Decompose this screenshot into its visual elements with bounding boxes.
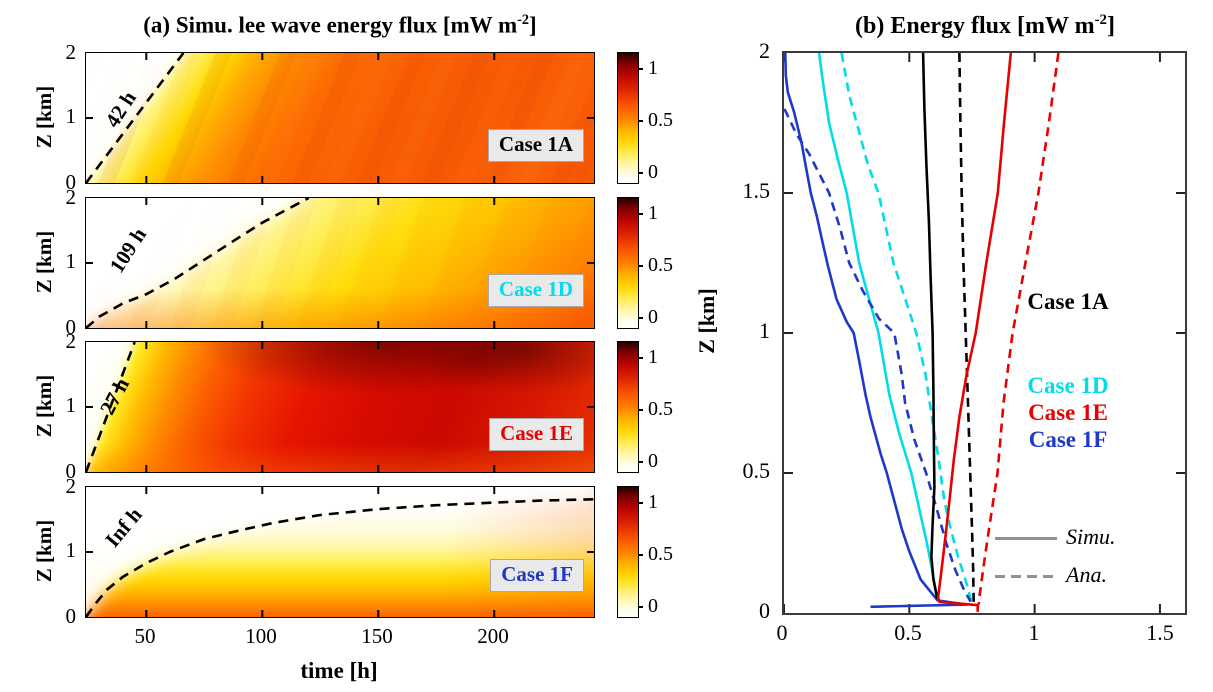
colorbar-1A-tick-05 (638, 120, 643, 122)
legend-case-1A: Case 1A (1027, 289, 1109, 314)
panel-a-title-close: ] (529, 12, 537, 38)
heatmap-1E-overlay (86, 342, 594, 472)
panel-b-title-sup: -2 (1094, 12, 1107, 28)
colorbar-1F (617, 486, 639, 618)
a2-ytick-2: 2 (65, 185, 77, 209)
a-xtick-50: 50 (134, 624, 156, 648)
legend-simu-label: Simu. (1066, 524, 1116, 549)
colorbar-1D-tick-0 (638, 317, 643, 319)
colorbar-1D (617, 197, 639, 329)
colorbar-1A-label-1: 1 (648, 57, 658, 79)
case-1F-badge: Case 1F (490, 559, 584, 592)
a1-ylabel: Z [km] (32, 85, 56, 149)
a2-ylabel: Z [km] (32, 230, 56, 294)
case-1A-badge: Case 1A (487, 129, 584, 162)
b-xtick-05: 0.5 (894, 620, 922, 645)
panel-b-lines (783, 52, 1185, 613)
panel-a-title: (a) Simu. lee wave energy flux [mW m-2] (60, 12, 620, 39)
legend-case-1E: Case 1E (1028, 400, 1108, 425)
colorbar-1A-label-0: 0 (648, 161, 658, 183)
case-1D-badge: Case 1D (487, 274, 584, 307)
a3-ytick-2: 2 (65, 329, 77, 353)
a4-ylabel: Z [km] (32, 519, 56, 583)
b-xtick-0: 0 (776, 620, 788, 645)
colorbar-1E-label-05: 0.5 (648, 398, 673, 420)
a2-ytick-0: 0 (65, 315, 77, 339)
a-xtick-200: 200 (477, 624, 509, 648)
legend-case-1D: Case 1D (1027, 373, 1109, 398)
panel-a-xlabel: time [h] (300, 658, 378, 683)
a-xtick-100: 100 (245, 624, 277, 648)
colorbar-1D-label-1: 1 (648, 202, 658, 224)
heatmap-case-1E: 27 h Case 1E (85, 341, 595, 473)
legend-dashed-line-sample (995, 575, 1057, 578)
colorbar-1F-tick-1 (638, 502, 643, 504)
panel-b-title: (b) Energy flux [mW m-2] (800, 12, 1170, 40)
colorbar-1E-tick-05 (638, 409, 643, 411)
colorbar-1D-tick-05 (638, 265, 643, 267)
a4-ytick-2: 2 (65, 474, 77, 498)
colorbar-1E-tick-1 (638, 357, 643, 359)
colorbar-1E (617, 341, 639, 473)
case-1E-badge: Case 1E (489, 418, 584, 451)
a1-ytick-1: 1 (65, 104, 77, 128)
b-xtick-1: 1 (1028, 620, 1040, 645)
colorbar-1A-label-05: 0.5 (648, 109, 673, 131)
a3-ylabel: Z [km] (32, 374, 56, 438)
a4-ytick-0: 0 (65, 604, 77, 628)
panel-a-title-sup: -2 (517, 12, 530, 28)
b-xtick-15: 1.5 (1146, 620, 1174, 645)
legend-case-1F: Case 1F (1028, 427, 1108, 452)
colorbar-1A-tick-1 (638, 68, 643, 70)
a2-ytick-1: 1 (65, 249, 77, 273)
heatmap-case-1A: 42 h Case 1A (85, 52, 595, 184)
colorbar-1E-label-0: 0 (648, 450, 658, 472)
a1-ytick-0: 0 (65, 170, 77, 194)
a3-ytick-0: 0 (65, 459, 77, 483)
heatmap-case-1F: Inf h Case 1F (85, 486, 595, 618)
colorbar-1D-label-05: 0.5 (648, 254, 673, 276)
heatmap-case-1D: 109 h Case 1D (85, 197, 595, 329)
colorbar-1F-label-1: 1 (648, 491, 658, 513)
colorbar-1E-label-1: 1 (648, 346, 658, 368)
legend-ana-label: Ana. (1066, 562, 1107, 587)
panel-b-title-close: ] (1106, 13, 1115, 39)
a4-ytick-1: 1 (65, 538, 77, 562)
a1-ytick-2: 2 (65, 40, 77, 64)
a3-ytick-1: 1 (65, 393, 77, 417)
b-ytick-1: 1 (759, 318, 770, 343)
colorbar-1F-tick-0 (638, 606, 643, 608)
panel-a-title-text: (a) Simu. lee wave energy flux [mW m (143, 12, 518, 38)
b-ytick-2: 2 (759, 38, 770, 63)
colorbar-1E-tick-0 (638, 461, 643, 463)
panel-b-title-text: (b) Energy flux [mW m (855, 13, 1095, 39)
colorbar-1A (617, 52, 639, 184)
heatmap-1A-overlay (86, 53, 594, 183)
colorbar-1D-tick-1 (638, 213, 643, 215)
colorbar-1A-tick-0 (638, 172, 643, 174)
b-ytick-15: 1.5 (742, 178, 771, 203)
colorbar-1F-label-0: 0 (648, 595, 658, 617)
colorbar-1F-tick-05 (638, 554, 643, 556)
a-xtick-150: 150 (361, 624, 393, 648)
heatmap-1D-overlay (86, 198, 594, 328)
b-ytick-05: 0.5 (742, 458, 771, 483)
colorbar-1D-label-0: 0 (648, 306, 658, 328)
heatmap-1F-overlay (86, 487, 594, 617)
b-ytick-0: 0 (759, 598, 770, 623)
colorbar-1F-label-05: 0.5 (648, 543, 673, 565)
legend-solid-line-sample (995, 537, 1057, 540)
panel-b-plot-area (782, 51, 1187, 615)
panel-b-ylabel: Z [km] (694, 288, 719, 354)
